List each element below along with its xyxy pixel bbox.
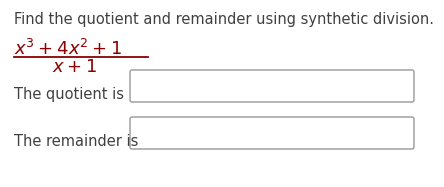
FancyBboxPatch shape [130,70,414,102]
Text: The quotient is: The quotient is [14,87,124,102]
Text: $x + 1$: $x + 1$ [52,58,97,76]
Text: $x^3 + 4x^2 + 1$: $x^3 + 4x^2 + 1$ [14,39,122,59]
Text: The remainder is: The remainder is [14,134,139,149]
Text: Find the quotient and remainder using synthetic division.: Find the quotient and remainder using sy… [14,12,434,27]
FancyBboxPatch shape [130,117,414,149]
